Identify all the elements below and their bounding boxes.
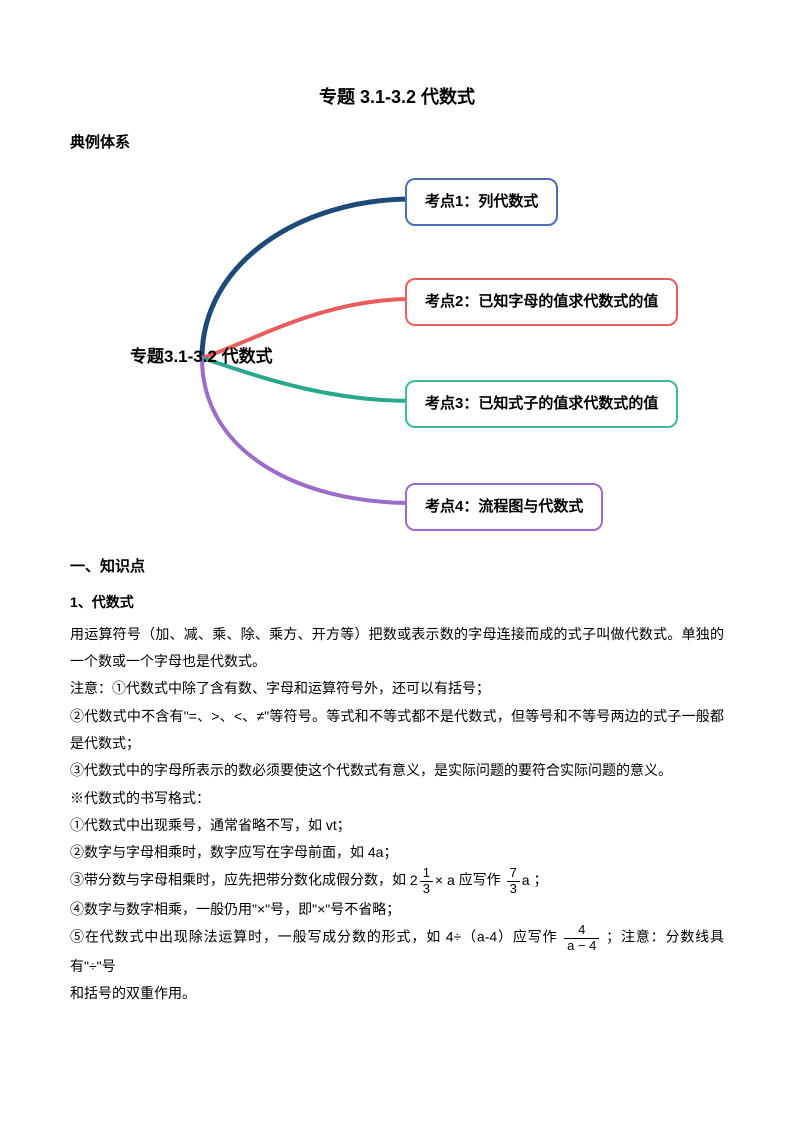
section-header-knowledge: 一、知识点: [70, 553, 724, 582]
paragraph: ③代数式中的字母所表示的数必须要使这个代数式有意义，是实际问题的要符合实际问题的…: [70, 757, 724, 784]
paragraph: 注意：①代数式中除了含有数、字母和运算符号外，还可以有括号；: [70, 675, 724, 702]
paragraph: ②数字与字母相乘时，数字应写在字母前面，如 4a；: [70, 839, 724, 866]
mindmap-node-1: 考点1：列代数式: [405, 178, 558, 227]
text: ；: [533, 872, 547, 888]
page-title: 专题 3.1-3.2 代数式: [70, 80, 724, 114]
mindmap-node-4: 考点4：流程图与代数式: [405, 483, 603, 532]
text: ③带分数与字母相乘时，应先把带分数化成假分数，如: [70, 872, 406, 888]
fraction: 4a − 4: [564, 923, 599, 953]
mindmap-diagram: 专题3.1-3.2 代数式 考点1：列代数式考点2：已知字母的值求代数式的值考点…: [70, 163, 724, 543]
mindmap-node-3: 考点3：已知式子的值求代数式的值: [405, 380, 678, 429]
mixed-fraction: 213× a: [410, 872, 459, 888]
paragraph: ⑤在代数式中出现除法运算时，一般写成分数的形式，如 4÷（a-4）应写作 4a …: [70, 923, 724, 980]
paragraph: ①代数式中出现乘号，通常省略不写，如 vt；: [70, 812, 724, 839]
text: 应写作: [459, 872, 501, 888]
text: ⑤在代数式中出现除法运算时，一般写成分数的形式，如 4÷（a-4）应写作: [70, 929, 557, 945]
fraction: 73a: [505, 872, 534, 888]
paragraph: ④数字与数字相乘，一般仍用"×"号，即"×"号不省略；: [70, 896, 724, 923]
paragraph: 用运算符号（加、减、乘、除、乘方、开方等）把数或表示数的字母连接而成的式子叫做代…: [70, 621, 724, 676]
paragraph: 和括号的双重作用。: [70, 980, 724, 1007]
subheader-algebraic: 1、代数式: [70, 589, 724, 616]
paragraph: ③带分数与字母相乘时，应先把带分数化成假分数，如 213× a 应写作 73a …: [70, 866, 724, 896]
paragraph: ※代数式的书写格式：: [70, 785, 724, 812]
mindmap-root: 专题3.1-3.2 代数式: [130, 341, 273, 373]
mindmap-node-2: 考点2：已知字母的值求代数式的值: [405, 278, 678, 327]
paragraph: ②代数式中不含有"=、>、<、≠"等符号。等式和不等式都不是代数式，但等号和不等…: [70, 703, 724, 758]
section-header-examples: 典例体系: [70, 129, 724, 158]
